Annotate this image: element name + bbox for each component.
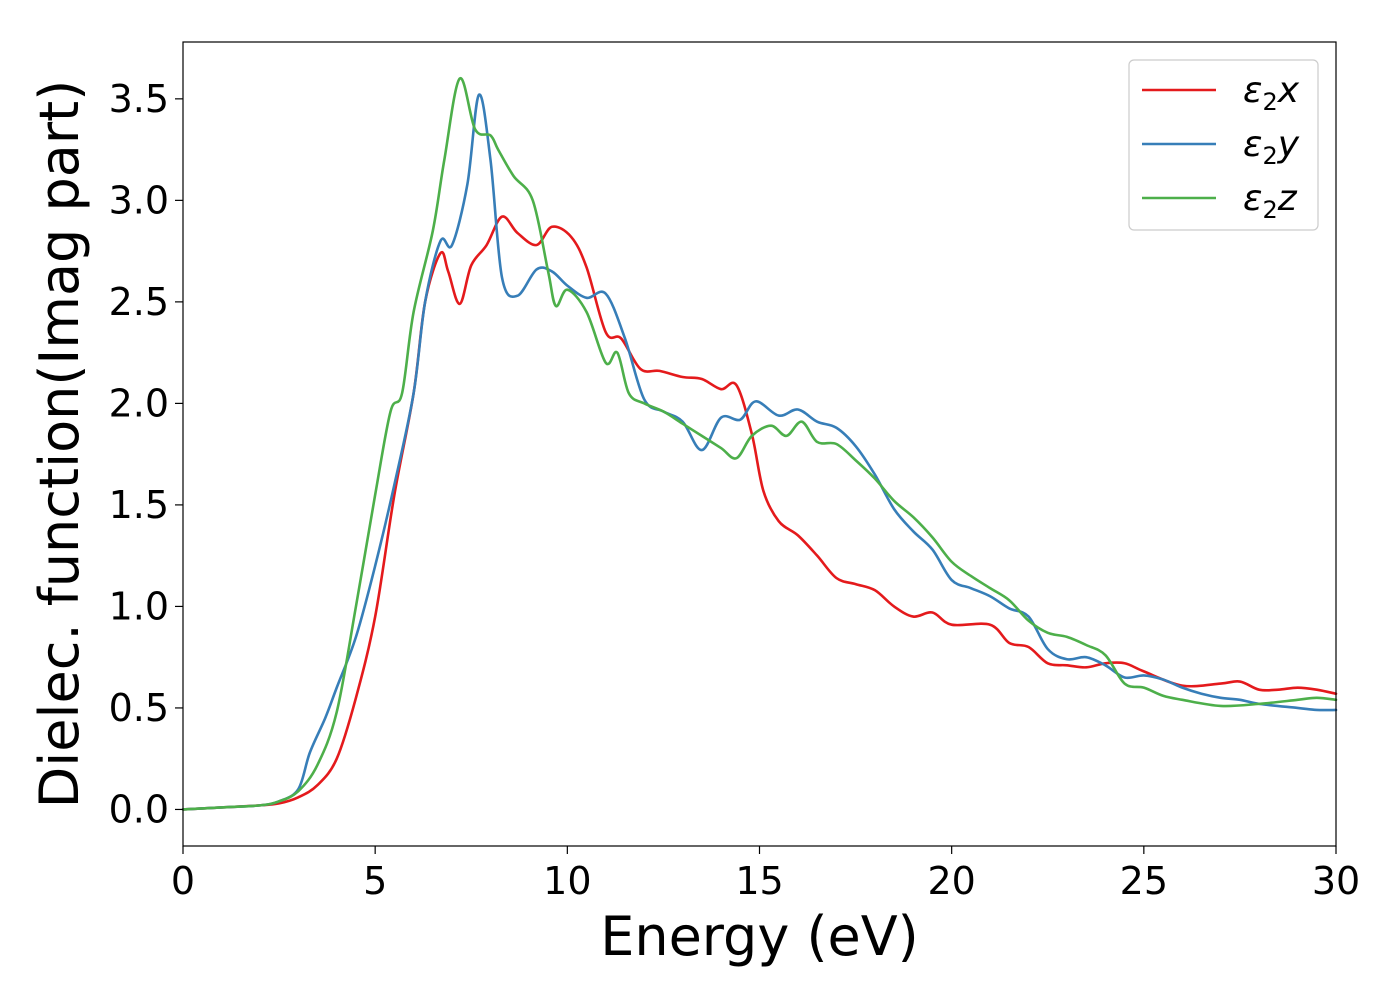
series-layer xyxy=(181,77,1338,811)
y-tick-label: 0.0 xyxy=(109,787,169,831)
y-tick-label: 3.0 xyxy=(109,178,169,222)
x-axis-title: Energy (eV) xyxy=(600,905,919,968)
x-tick-label: 15 xyxy=(735,859,783,903)
x-tick-label: 5 xyxy=(363,859,387,903)
y-tick-label: 1.0 xyxy=(109,584,169,628)
x-tick-label: 10 xyxy=(543,859,591,903)
legend-box xyxy=(1128,59,1319,231)
y-axis: 0.0 0.5 1.0 1.5 2.0 2.5 3.0 3.5 xyxy=(109,77,183,831)
x-tick-label: 25 xyxy=(1120,859,1168,903)
x-axis: 0 5 10 15 20 25 30 xyxy=(171,846,1360,903)
series-line-z xyxy=(181,77,1338,811)
y-axis-title: Dielec. function(Imag part) xyxy=(28,80,91,809)
y-tick-label: 3.5 xyxy=(109,77,169,121)
x-tick-label: 20 xyxy=(927,859,975,903)
y-tick-label: 0.5 xyxy=(109,686,169,730)
y-tick-label: 1.5 xyxy=(109,483,169,527)
y-tick-label: 2.5 xyxy=(109,280,169,324)
legend-label-z: ε2z xyxy=(1243,178,1298,224)
legend-label-x: ε2x xyxy=(1243,70,1300,116)
legend: ε2x ε2y ε2z xyxy=(1128,59,1319,231)
x-tick-label: 30 xyxy=(1312,859,1360,903)
legend-label-y: ε2y xyxy=(1243,124,1300,170)
y-tick-label: 2.0 xyxy=(109,381,169,425)
x-tick-label: 0 xyxy=(171,859,195,903)
